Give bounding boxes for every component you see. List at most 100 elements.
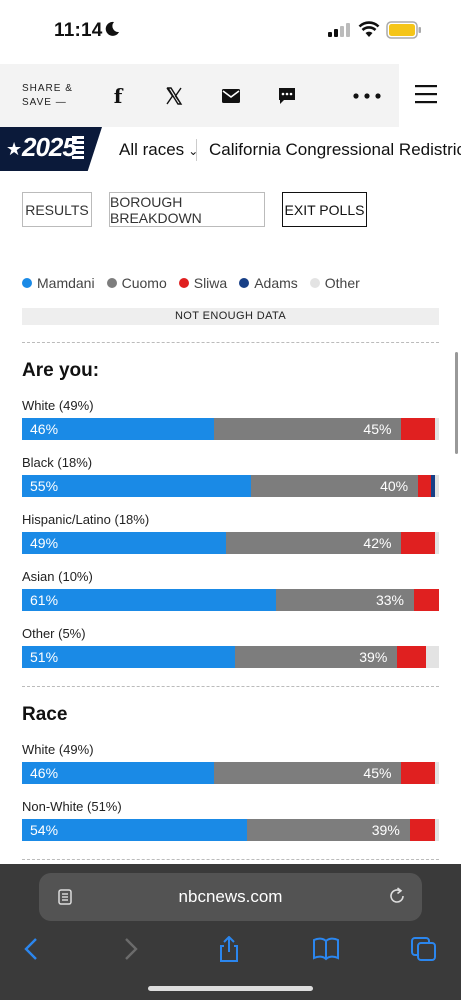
- race-link-california[interactable]: California Congressional Redistricting: [209, 140, 461, 159]
- moon-icon: [105, 21, 119, 36]
- tab-borough-breakdown[interactable]: BOROUGH BREAKDOWN: [109, 192, 265, 227]
- percent-label: 61%: [30, 592, 59, 608]
- legend-dot-icon: [22, 278, 32, 288]
- legend-dot-icon: [309, 278, 320, 288]
- result-bar: 55% 40%: [22, 475, 439, 497]
- legend-dot-icon: [178, 278, 189, 288]
- chevron-down-icon: ⌄: [188, 144, 199, 158]
- tabs-icon[interactable]: [410, 936, 438, 962]
- adams-segment: [430, 475, 435, 497]
- legend-label: Mamdani: [37, 275, 95, 291]
- sliwa-segment: [397, 646, 427, 668]
- percent-label: 39%: [359, 649, 388, 665]
- legend-item: Other: [309, 275, 360, 291]
- legend-dot-icon: [106, 278, 117, 288]
- result-bar: 61% 33%: [22, 589, 439, 611]
- group-label: Other (5%): [22, 626, 86, 641]
- group-label: White (49%): [22, 742, 94, 757]
- x-twitter-icon[interactable]: [162, 84, 186, 108]
- menu-button[interactable]: [399, 64, 461, 127]
- mamdani-segment: 46%: [22, 762, 214, 784]
- legend-dot-icon: [239, 278, 250, 288]
- not-enough-data-text: NOT ENOUGH DATA: [174, 310, 287, 322]
- cuomo-segment: 39%: [247, 819, 410, 841]
- percent-label: 55%: [30, 478, 59, 494]
- cellular-signal-icon: [328, 23, 350, 37]
- sliwa-segment: [418, 475, 431, 497]
- share-icon[interactable]: [215, 936, 243, 962]
- group-label: Non-White (51%): [22, 799, 122, 814]
- url-text: nbcnews.com: [178, 887, 283, 906]
- percent-label: 49%: [30, 535, 59, 551]
- cuomo-segment: 33%: [276, 589, 414, 611]
- race-navigation: ★ 2025 All races ⌄ California Congression…: [0, 127, 461, 173]
- percent-label: 40%: [380, 478, 409, 494]
- sliwa-segment: [401, 762, 435, 784]
- more-options-icon[interactable]: [352, 84, 382, 108]
- result-bar: 51% 39%: [22, 646, 439, 668]
- mamdani-segment: 54%: [22, 819, 248, 841]
- election-2025-logo[interactable]: ★ 2025: [0, 127, 102, 171]
- group-label: Black (18%): [22, 455, 93, 470]
- back-icon[interactable]: [18, 936, 46, 962]
- result-bar: 49% 42%: [22, 532, 439, 554]
- cuomo-segment: 39%: [234, 646, 398, 668]
- legend-item: Mamdani: [22, 275, 95, 291]
- sliwa-segment: [401, 418, 435, 440]
- sms-icon[interactable]: [275, 84, 299, 108]
- share-save-label: SHARE & SAVE —: [22, 83, 73, 108]
- mamdani-segment: 49%: [22, 532, 227, 554]
- address-bar[interactable]: nbcnews.com: [39, 873, 422, 921]
- result-bar: 46% 45%: [22, 762, 439, 784]
- result-bar: 54% 39%: [22, 819, 439, 841]
- legend-label: Other: [324, 275, 360, 291]
- nav-divider: [196, 139, 197, 161]
- mamdani-segment: 46%: [22, 418, 214, 440]
- browser-toolbar: nbcnews.com: [0, 864, 461, 1000]
- hamburger-menu-icon: [415, 85, 437, 104]
- group-label: White (49%): [22, 398, 94, 413]
- percent-label: 45%: [363, 421, 392, 437]
- percent-label: 54%: [30, 822, 59, 838]
- status-bar: 11:14: [0, 0, 461, 64]
- tab-exit-polls[interactable]: EXIT POLLS: [282, 192, 367, 227]
- cuomo-segment: 40%: [251, 475, 419, 497]
- battery-icon: [386, 21, 421, 39]
- percent-label: 45%: [363, 765, 392, 781]
- legend-label: Adams: [254, 275, 298, 291]
- logo-stripes: [72, 136, 84, 161]
- result-bar: 46% 45%: [22, 418, 439, 440]
- group-label: Hispanic/Latino (18%): [22, 512, 150, 527]
- sliwa-segment: [401, 532, 435, 554]
- cuomo-segment: 42%: [226, 532, 402, 554]
- email-icon[interactable]: [219, 84, 243, 108]
- percent-label: 39%: [371, 822, 400, 838]
- all-races-dropdown[interactable]: All races ⌄: [119, 140, 198, 160]
- percent-label: 42%: [363, 535, 392, 551]
- tab-results[interactable]: RESULTS: [22, 192, 92, 227]
- not-enough-data-row: NOT ENOUGH DATA: [22, 308, 439, 325]
- wifi-icon: [358, 21, 380, 37]
- bookmarks-icon[interactable]: [312, 936, 340, 962]
- section-divider: [22, 686, 439, 687]
- page-menu-icon[interactable]: [57, 888, 75, 906]
- candidate-legend: Mamdani Cuomo Sliwa Adams Other: [22, 275, 372, 291]
- percent-label: 46%: [30, 421, 59, 437]
- sliwa-segment: [409, 819, 435, 841]
- mamdani-segment: 61%: [22, 589, 277, 611]
- legend-item: Cuomo: [106, 275, 167, 291]
- cuomo-segment: 45%: [213, 418, 402, 440]
- scrollbar[interactable]: [455, 352, 458, 454]
- legend-item: Adams: [239, 275, 298, 291]
- group-label: Asian (10%): [22, 569, 93, 584]
- star-icon: ★: [6, 139, 23, 159]
- question-title: Are you:: [22, 360, 100, 381]
- mamdani-segment: 51%: [22, 646, 235, 668]
- logo-year: 2025: [22, 132, 77, 162]
- facebook-icon[interactable]: f: [113, 84, 123, 108]
- section-divider: [22, 342, 439, 343]
- home-indicator: [148, 986, 313, 991]
- forward-icon[interactable]: [116, 936, 144, 962]
- reload-icon[interactable]: [388, 887, 406, 905]
- legend-label: Cuomo: [121, 275, 167, 291]
